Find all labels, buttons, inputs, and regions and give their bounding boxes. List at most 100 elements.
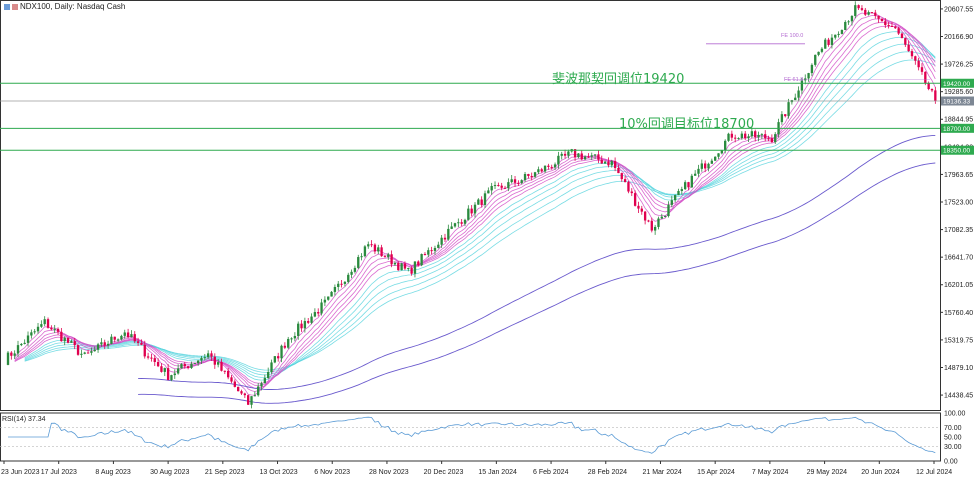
symbol-label: NDX100, Daily: Nasdaq Cash [20,2,126,11]
candle-body [563,153,567,156]
level-tag [941,123,974,133]
candle-body [16,345,20,354]
candle-body [267,371,270,379]
candle-body [467,208,470,220]
candle-body [10,352,13,356]
candle-body [6,352,10,365]
candle-body [894,26,897,29]
candle-body [834,34,837,38]
candle-body [203,357,206,359]
candle-body [750,131,754,137]
candle-body [36,326,40,332]
candle-body [673,195,677,201]
x-tick-label: 13 Oct 2023 [260,469,298,476]
level-tag [941,145,974,155]
candle-body [657,218,660,227]
candles [6,1,937,409]
candle-body [767,138,770,140]
x-tick-label: 20 Dec 2023 [424,469,464,476]
candle-body [403,263,407,269]
candle-body [190,363,193,368]
candle-body [510,179,513,183]
candle-body [487,190,490,194]
candle-body [797,90,800,98]
candle-body [864,9,867,15]
price-pane-frame [0,0,941,411]
symbol-icon[interactable] [12,3,18,10]
candle-body [163,368,166,372]
rsi-tick-label: 0.00 [944,459,958,466]
candle-body [280,345,283,359]
candle-body [390,254,393,265]
candle-body [740,133,744,139]
candle-body [700,163,703,169]
candle-body [780,114,784,123]
candle-body [784,114,787,117]
y-tick-label: 19285.60 [944,89,973,96]
x-tick-label: 20 Jun 2024 [861,469,900,476]
candle-body [520,180,523,184]
rsi-label: RSI(14) 37.34 [2,416,46,423]
candle-body [180,364,183,369]
candle-body [530,175,533,177]
chart-type-icon[interactable] [4,3,10,10]
candle-body [70,341,73,343]
fe-100-label: FE 100.0 [781,33,804,39]
candle-body [820,48,824,52]
candle-body [890,25,894,27]
level-tag [941,78,974,88]
candle-body [193,363,196,365]
candle-body [230,377,233,382]
candle-body [600,159,603,164]
candle-body [477,199,480,205]
candle-body [630,191,633,194]
candle-body [183,364,186,367]
candle-body [900,33,904,39]
candle-body [603,161,607,164]
candle-body [523,173,527,181]
candle-body [647,220,650,222]
candle-body [683,182,687,190]
candle-body [867,12,870,15]
candle-body [136,341,140,343]
candle-body [33,331,36,333]
candle-body [220,362,223,371]
candle-body [707,163,710,169]
candle-body [884,21,887,25]
candle-body [587,156,590,158]
candle-body [450,226,453,229]
candle-body [166,368,170,381]
candle-body [757,134,760,138]
candle-body [76,345,80,355]
candle-body [96,344,100,350]
y-tick-label: 18844.95 [944,117,973,124]
candle-body [413,261,417,274]
candle-body [430,250,433,252]
candle-body [607,161,610,166]
candle-body [113,336,116,340]
candle-body [340,283,343,285]
candle-body [553,164,557,168]
candle-body [857,5,860,9]
candle-body [720,150,724,154]
candle-body [140,342,143,345]
candle-body [573,149,577,158]
candle-body [827,39,830,45]
y-tick-label: 17523.00 [944,199,973,206]
candle-body [513,179,517,183]
level-tag-label: 18700.00 [943,126,970,133]
candle-body [387,254,390,258]
candle-body [583,156,587,160]
y-tick-label: 20607.55 [944,6,973,13]
candle-body [156,362,160,367]
candle-body [490,185,493,191]
candle-body [237,386,240,392]
candle-body [223,370,226,372]
candle-body [540,169,543,172]
candle-body [717,153,720,157]
candle-body [263,378,267,384]
ema-fast-line [14,22,936,386]
candle-body [527,173,530,176]
candle-body [277,356,280,359]
